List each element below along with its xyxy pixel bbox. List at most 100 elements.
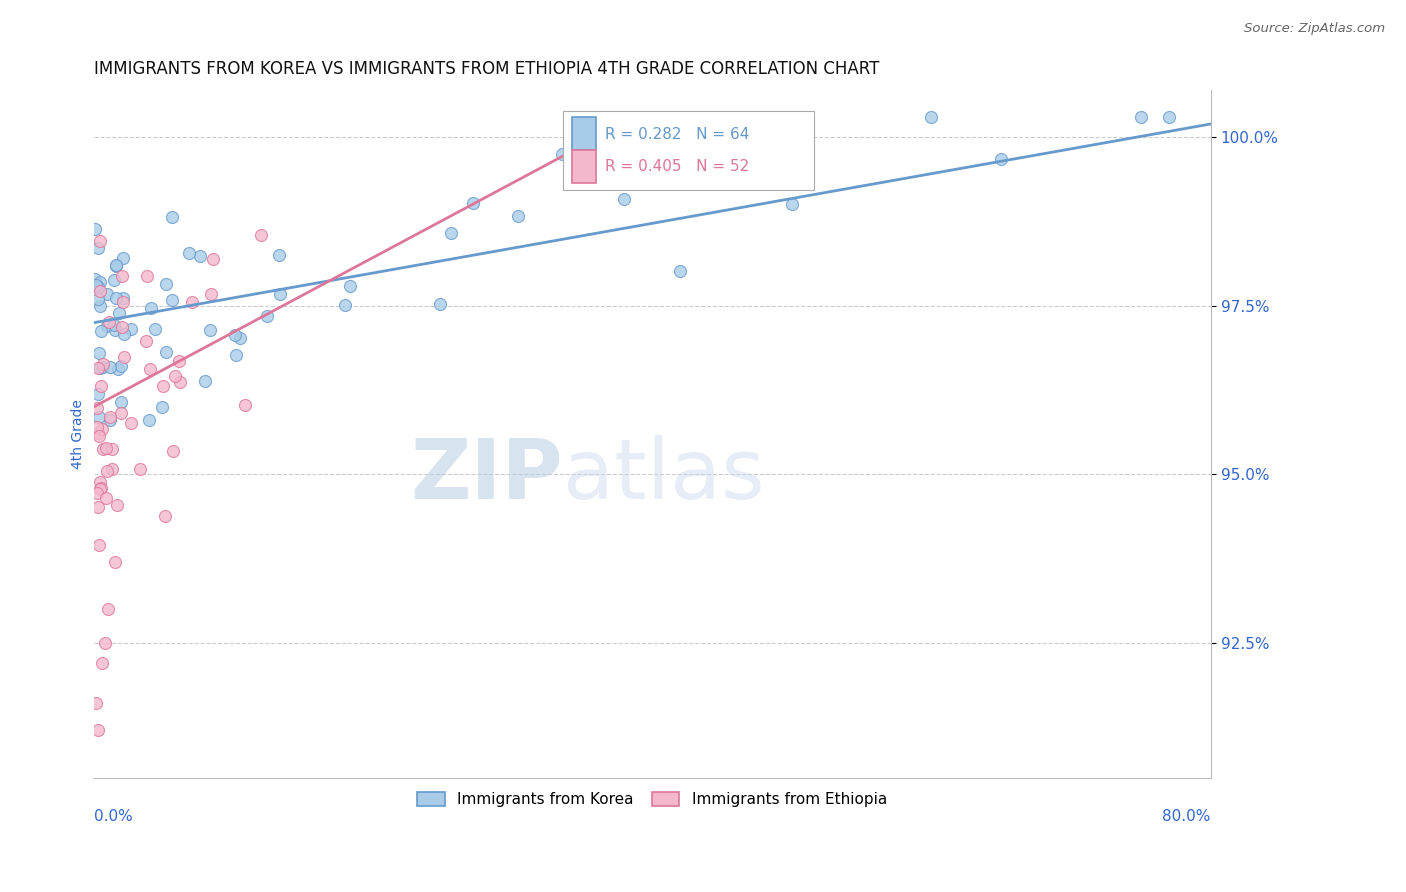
Point bbox=[153, 509, 176, 524]
Point bbox=[506, 209, 529, 223]
Point bbox=[188, 249, 211, 263]
Point bbox=[105, 498, 128, 512]
Text: IMMIGRANTS FROM KOREA VS IMMIGRANTS FROM ETHIOPIA 4TH GRADE CORRELATION CHART: IMMIGRANTS FROM KOREA VS IMMIGRANTS FROM… bbox=[94, 60, 879, 78]
Point bbox=[256, 310, 278, 324]
Point bbox=[84, 222, 107, 236]
Point bbox=[179, 246, 201, 260]
Point bbox=[87, 425, 110, 440]
Point bbox=[250, 227, 273, 242]
Point bbox=[921, 110, 943, 124]
Text: ZIP: ZIP bbox=[411, 434, 562, 516]
Point bbox=[89, 475, 111, 489]
Point bbox=[86, 241, 108, 255]
Point bbox=[96, 318, 118, 333]
Point bbox=[339, 279, 361, 293]
Point bbox=[103, 273, 125, 287]
Point bbox=[235, 398, 257, 412]
Point bbox=[613, 193, 636, 207]
Bar bbox=[572, 150, 596, 183]
Point bbox=[90, 481, 112, 495]
Point bbox=[139, 301, 162, 316]
Point bbox=[103, 318, 125, 333]
Text: 0.0%: 0.0% bbox=[94, 808, 132, 823]
Point bbox=[96, 464, 118, 478]
Point bbox=[101, 462, 124, 476]
Point bbox=[91, 442, 114, 456]
Point bbox=[152, 378, 174, 392]
Point bbox=[87, 723, 110, 738]
Point bbox=[111, 251, 134, 265]
Point bbox=[229, 331, 252, 345]
Point bbox=[669, 263, 692, 277]
Point bbox=[84, 278, 107, 293]
Point bbox=[224, 328, 246, 343]
Point bbox=[198, 323, 221, 337]
Point bbox=[1130, 110, 1153, 124]
Point bbox=[87, 292, 110, 306]
Point bbox=[111, 291, 134, 305]
Point bbox=[269, 287, 291, 301]
Point bbox=[100, 442, 122, 457]
Point bbox=[165, 368, 187, 383]
Point bbox=[86, 401, 108, 415]
Point bbox=[83, 272, 105, 286]
Point bbox=[112, 294, 135, 309]
Point bbox=[990, 152, 1012, 166]
Point bbox=[169, 375, 191, 389]
Text: R = 0.282   N = 64: R = 0.282 N = 64 bbox=[605, 128, 749, 143]
Point bbox=[86, 419, 108, 434]
Point bbox=[94, 491, 117, 506]
Point bbox=[86, 485, 108, 500]
Point bbox=[201, 252, 224, 267]
Point bbox=[98, 413, 121, 427]
Point bbox=[139, 362, 162, 376]
Point bbox=[86, 697, 108, 711]
Point bbox=[91, 656, 114, 670]
Point bbox=[89, 483, 111, 497]
Point bbox=[87, 361, 110, 376]
Point bbox=[90, 324, 112, 338]
Point bbox=[89, 361, 111, 376]
Point bbox=[333, 297, 356, 311]
Point bbox=[200, 286, 222, 301]
Point bbox=[225, 348, 247, 362]
Point bbox=[160, 293, 183, 307]
Point bbox=[128, 462, 150, 476]
Point bbox=[104, 258, 127, 272]
Point bbox=[551, 147, 574, 161]
Point bbox=[463, 195, 485, 210]
Point bbox=[87, 280, 110, 294]
Point bbox=[120, 416, 142, 430]
Point bbox=[110, 359, 132, 373]
Point bbox=[135, 334, 157, 349]
Point bbox=[780, 197, 803, 211]
Point bbox=[98, 410, 121, 425]
Point bbox=[111, 268, 134, 283]
Point bbox=[143, 322, 166, 336]
FancyBboxPatch shape bbox=[562, 111, 814, 190]
Point bbox=[91, 422, 114, 436]
Point bbox=[87, 387, 110, 401]
Point bbox=[167, 354, 190, 368]
Point bbox=[110, 395, 132, 409]
Legend: Immigrants from Korea, Immigrants from Ethiopia: Immigrants from Korea, Immigrants from E… bbox=[409, 784, 894, 814]
Text: Source: ZipAtlas.com: Source: ZipAtlas.com bbox=[1244, 22, 1385, 36]
Point bbox=[91, 357, 114, 371]
Point bbox=[89, 299, 111, 313]
Point bbox=[155, 277, 177, 291]
Point bbox=[98, 360, 121, 375]
Point bbox=[87, 409, 110, 424]
Point bbox=[104, 260, 127, 274]
Point bbox=[96, 602, 118, 616]
Point bbox=[269, 248, 291, 262]
Point bbox=[1157, 110, 1180, 124]
Y-axis label: 4th Grade: 4th Grade bbox=[72, 399, 86, 469]
Point bbox=[194, 374, 217, 388]
Point bbox=[96, 286, 118, 301]
Point bbox=[112, 350, 135, 364]
Point bbox=[108, 306, 131, 320]
Point bbox=[112, 327, 135, 342]
Point bbox=[94, 441, 117, 455]
Text: atlas: atlas bbox=[562, 434, 765, 516]
Point bbox=[440, 226, 463, 240]
